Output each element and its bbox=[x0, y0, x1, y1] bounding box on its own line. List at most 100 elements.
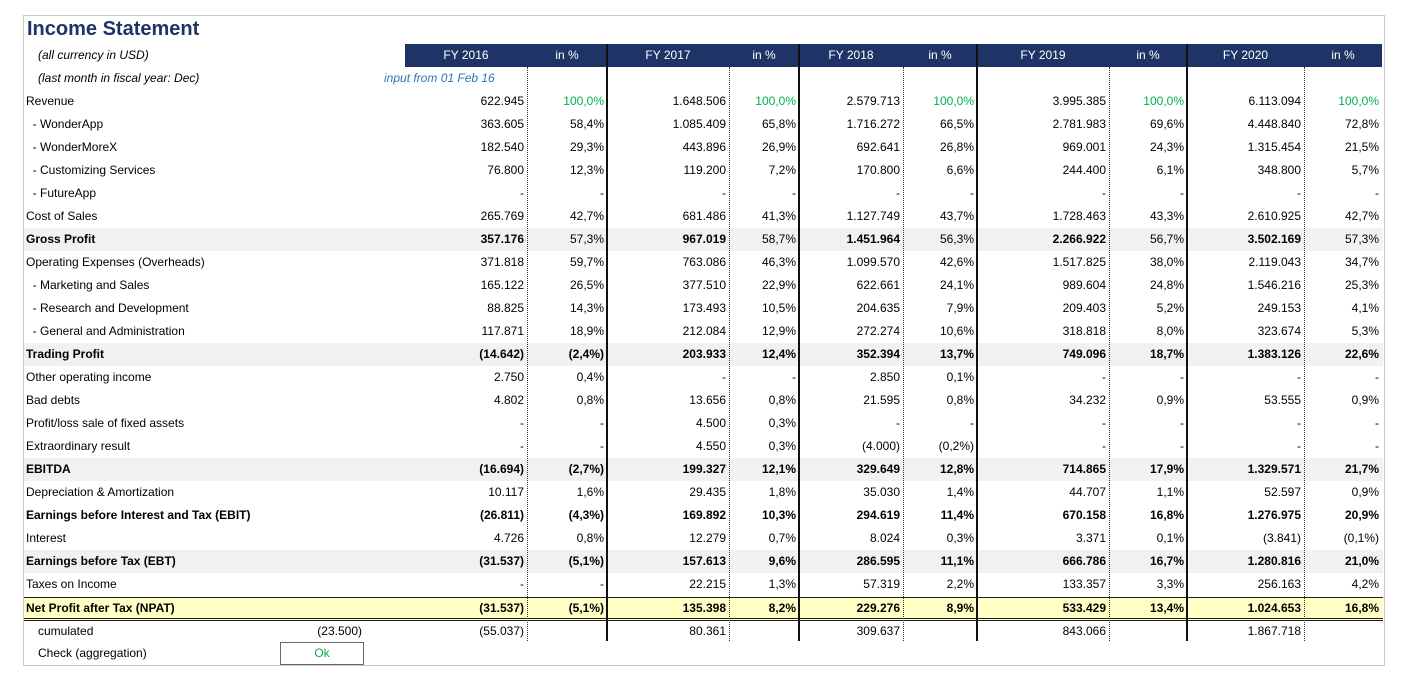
value-cell[interactable]: 244.400 bbox=[1062, 163, 1106, 177]
value-cell[interactable]: 692.641 bbox=[856, 140, 900, 154]
percent-cell[interactable]: 21,7% bbox=[1344, 462, 1379, 476]
value-cell[interactable]: 3.371 bbox=[1075, 531, 1106, 545]
row-label[interactable]: EBITDA bbox=[26, 462, 71, 476]
percent-cell[interactable]: 0,8% bbox=[768, 393, 796, 407]
value-cell[interactable]: 6.113.094 bbox=[1248, 94, 1302, 108]
percent-cell[interactable]: 0,9% bbox=[1351, 485, 1379, 499]
percent-cell[interactable]: 100,0% bbox=[933, 94, 974, 108]
value-cell[interactable]: (4.000) bbox=[861, 439, 900, 453]
percent-cell[interactable]: (4,3%) bbox=[568, 508, 604, 522]
percent-cell[interactable]: 43,3% bbox=[1149, 209, 1184, 223]
value-cell[interactable]: 2.579.713 bbox=[846, 94, 900, 108]
value-cell[interactable]: 135.398 bbox=[682, 601, 726, 615]
check-cell[interactable]: Ok bbox=[280, 642, 364, 665]
value-cell[interactable]: 967.019 bbox=[682, 232, 726, 246]
value-cell[interactable]: 1.085.409 bbox=[672, 117, 726, 131]
value-cell[interactable]: 52.597 bbox=[1264, 485, 1301, 499]
column-header[interactable]: FY 2020 bbox=[1222, 48, 1269, 62]
percent-cell[interactable]: - bbox=[600, 416, 604, 430]
value-cell[interactable]: 4.500 bbox=[695, 416, 726, 430]
value-cell[interactable]: 286.595 bbox=[856, 554, 900, 568]
value-cell[interactable]: - bbox=[520, 416, 524, 430]
value-cell[interactable]: 119.200 bbox=[683, 163, 727, 177]
percent-cell[interactable]: 11,1% bbox=[940, 554, 974, 568]
value-cell[interactable]: - bbox=[1297, 439, 1301, 453]
value-cell[interactable]: 1.716.272 bbox=[846, 117, 900, 131]
value-cell[interactable]: 249.153 bbox=[1257, 301, 1301, 315]
percent-cell[interactable]: - bbox=[970, 416, 974, 430]
percent-cell[interactable]: 13,7% bbox=[939, 347, 974, 361]
percent-cell[interactable]: 12,8% bbox=[939, 462, 974, 476]
value-cell[interactable]: 1.127.749 bbox=[846, 209, 900, 223]
percent-cell[interactable]: 12,1% bbox=[761, 462, 796, 476]
value-cell[interactable]: (14.642) bbox=[479, 347, 524, 361]
value-cell[interactable]: 1.728.463 bbox=[1052, 209, 1106, 223]
value-cell[interactable]: 1.648.506 bbox=[672, 94, 726, 108]
value-cell[interactable]: 169.892 bbox=[682, 508, 726, 522]
value-cell[interactable]: (31.537) bbox=[479, 554, 524, 568]
value-cell[interactable]: 989.604 bbox=[1062, 278, 1106, 292]
percent-cell[interactable]: (5,1%) bbox=[568, 554, 604, 568]
row-label[interactable]: Earnings before Tax (EBT) bbox=[26, 554, 176, 568]
percent-cell[interactable]: 1,8% bbox=[768, 485, 796, 499]
percent-cell[interactable]: 12,9% bbox=[761, 324, 796, 338]
column-header[interactable]: in % bbox=[1331, 48, 1355, 62]
percent-cell[interactable]: 14,3% bbox=[569, 301, 604, 315]
row-label[interactable]: - General and Administration bbox=[26, 324, 185, 338]
value-cell[interactable]: (26.811) bbox=[479, 508, 524, 522]
percent-cell[interactable]: 1,3% bbox=[768, 577, 796, 591]
percent-cell[interactable]: 4,1% bbox=[1351, 301, 1379, 315]
value-cell[interactable]: - bbox=[1297, 416, 1301, 430]
percent-cell[interactable]: - bbox=[1375, 439, 1379, 453]
value-cell[interactable]: 3.502.169 bbox=[1247, 232, 1301, 246]
value-cell[interactable]: 2.266.922 bbox=[1052, 232, 1106, 246]
row-label[interactable]: Operating Expenses (Overheads) bbox=[26, 255, 205, 269]
value-cell[interactable]: 76.800 bbox=[487, 163, 524, 177]
value-cell[interactable]: 229.276 bbox=[856, 601, 900, 615]
row-label[interactable]: Depreciation & Amortization bbox=[26, 485, 175, 499]
value-cell[interactable]: 21.595 bbox=[863, 393, 900, 407]
percent-cell[interactable]: 6,1% bbox=[1156, 163, 1184, 177]
row-label[interactable]: - WonderMoreX bbox=[26, 140, 118, 154]
column-header[interactable]: FY 2017 bbox=[645, 48, 691, 62]
value-cell[interactable]: - bbox=[1102, 416, 1106, 430]
percent-cell[interactable]: 0,1% bbox=[1156, 531, 1184, 545]
percent-cell[interactable]: 8,9% bbox=[946, 601, 974, 615]
percent-cell[interactable]: 2,2% bbox=[946, 577, 974, 591]
percent-cell[interactable]: 42,7% bbox=[569, 209, 604, 223]
value-cell[interactable]: 622.945 bbox=[480, 94, 524, 108]
value-cell[interactable]: - bbox=[896, 416, 900, 430]
percent-cell[interactable]: - bbox=[792, 186, 796, 200]
column-header[interactable]: FY 2018 bbox=[828, 48, 874, 62]
value-cell[interactable]: 377.510 bbox=[682, 278, 726, 292]
value-cell[interactable]: 1.315.454 bbox=[1247, 140, 1301, 154]
value-cell[interactable]: 57.319 bbox=[863, 577, 900, 591]
value-cell[interactable]: 2.750 bbox=[493, 370, 524, 384]
percent-cell[interactable]: 16,8% bbox=[1149, 508, 1184, 522]
cumulated-cell[interactable]: 1.867.718 bbox=[1247, 624, 1301, 638]
value-cell[interactable]: 256.163 bbox=[1257, 577, 1301, 591]
value-cell[interactable]: 2.119.043 bbox=[1248, 255, 1302, 269]
value-cell[interactable]: 4.726 bbox=[493, 531, 524, 545]
value-cell[interactable]: 348.800 bbox=[1257, 163, 1301, 177]
column-header[interactable]: in % bbox=[1136, 48, 1160, 62]
cumulated-cell[interactable]: (55.037) bbox=[479, 624, 524, 638]
value-cell[interactable]: (31.537) bbox=[479, 601, 524, 615]
value-cell[interactable]: 1.276.975 bbox=[1247, 508, 1301, 522]
value-cell[interactable]: 165.122 bbox=[480, 278, 524, 292]
column-header[interactable]: in % bbox=[555, 48, 579, 62]
row-label[interactable]: Net Profit after Tax (NPAT) bbox=[26, 601, 175, 615]
value-cell[interactable]: 29.435 bbox=[689, 485, 726, 499]
value-cell[interactable]: 157.613 bbox=[682, 554, 726, 568]
percent-cell[interactable]: 24,1% bbox=[939, 278, 974, 292]
percent-cell[interactable]: 41,3% bbox=[761, 209, 796, 223]
value-cell[interactable]: 203.933 bbox=[682, 347, 726, 361]
value-cell[interactable]: 1.383.126 bbox=[1247, 347, 1301, 361]
value-cell[interactable]: 352.394 bbox=[856, 347, 900, 361]
value-cell[interactable]: 329.649 bbox=[856, 462, 900, 476]
value-cell[interactable]: 1.451.964 bbox=[846, 232, 900, 246]
percent-cell[interactable]: 0,3% bbox=[768, 439, 796, 453]
value-cell[interactable]: 371.818 bbox=[480, 255, 524, 269]
percent-cell[interactable]: 57,3% bbox=[569, 232, 604, 246]
percent-cell[interactable]: 34,7% bbox=[1344, 255, 1379, 269]
